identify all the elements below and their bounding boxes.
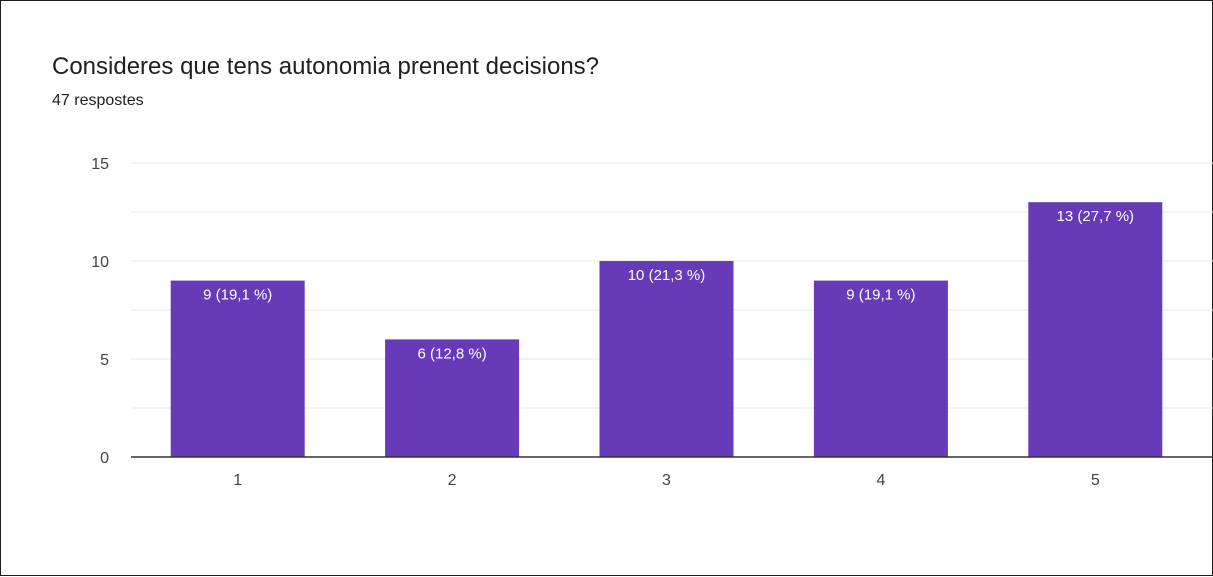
x-tick-label: 4 (876, 472, 885, 489)
response-count: 47 respostes (52, 92, 144, 109)
y-tick-label: 5 (100, 352, 109, 369)
y-tick-label: 10 (91, 254, 109, 271)
x-tick-label: 5 (1091, 472, 1100, 489)
bar-value-label: 9 (19,1 %) (846, 287, 915, 304)
bar (813, 280, 948, 457)
bar (599, 261, 734, 457)
bar (1028, 202, 1163, 457)
bar-value-label: 6 (12,8 %) (417, 345, 486, 362)
bar-value-label: 9 (19,1 %) (203, 287, 272, 304)
chart-title: Consideres que tens autonomia prenent de… (52, 53, 600, 80)
bar-value-label: 10 (21,3 %) (628, 267, 706, 284)
bar (170, 280, 305, 457)
bar (385, 339, 520, 457)
x-tick-label: 2 (448, 472, 457, 489)
y-tick-label: 0 (100, 450, 109, 467)
bar-value-label: 13 (27,7 %) (1057, 208, 1135, 225)
x-tick-label: 1 (233, 472, 242, 489)
y-tick-label: 15 (91, 156, 109, 173)
x-tick-label: 3 (662, 472, 671, 489)
